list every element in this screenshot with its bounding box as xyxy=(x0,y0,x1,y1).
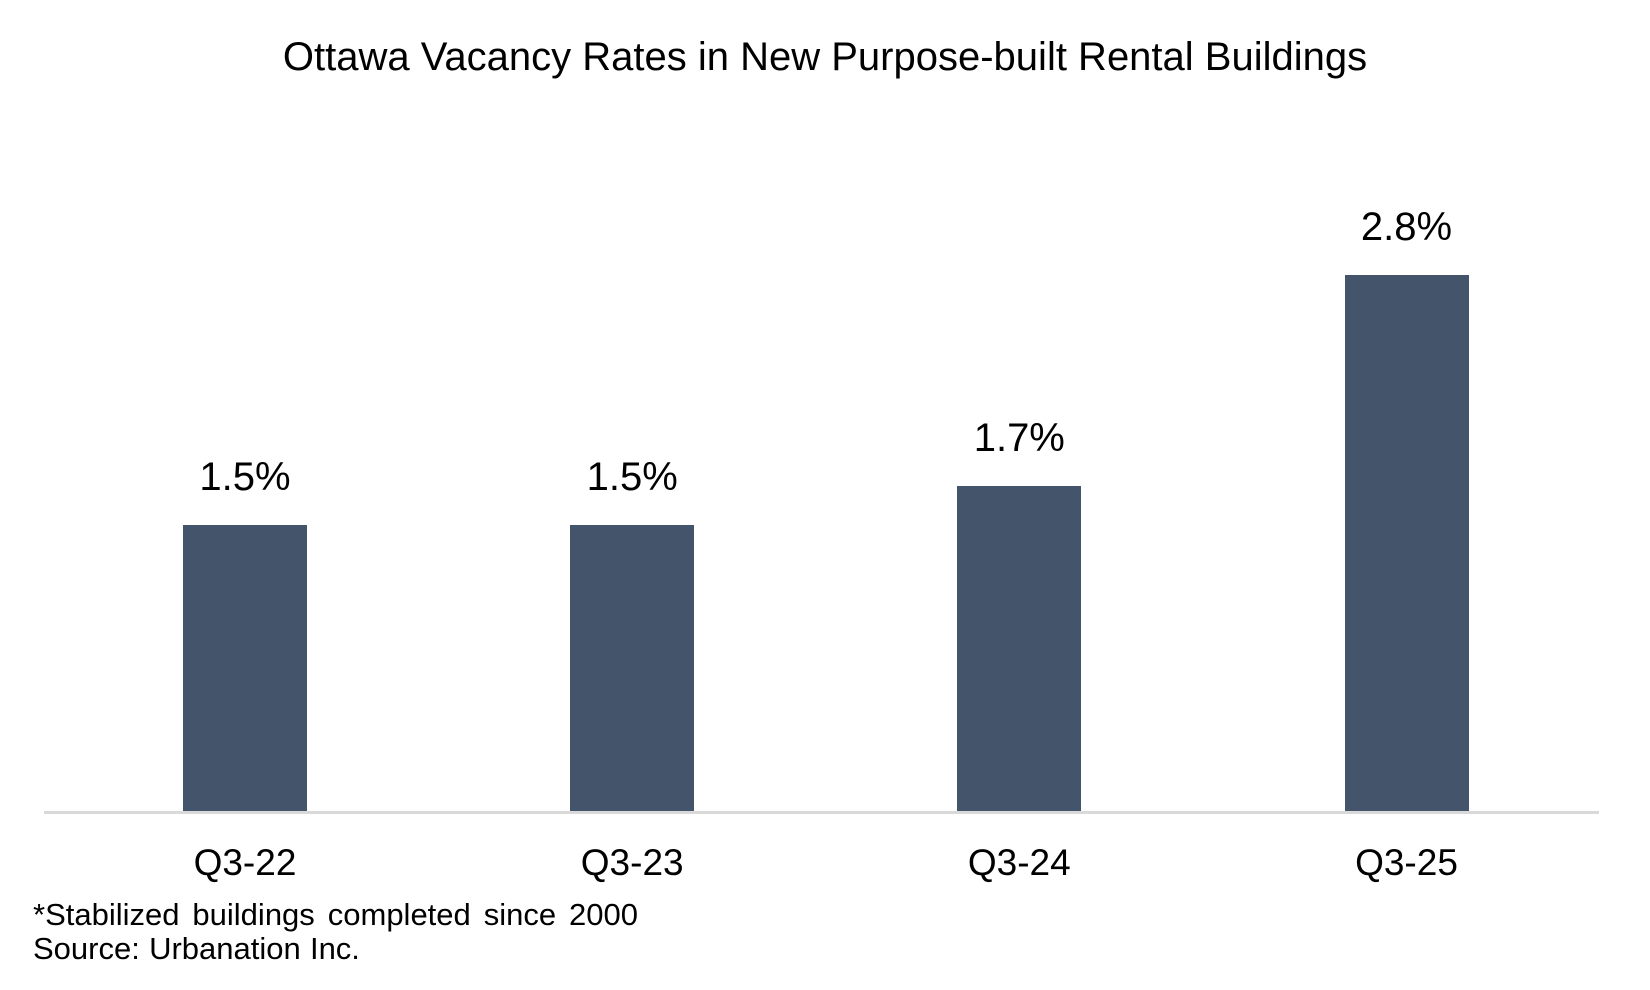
bar-Q3-25 xyxy=(1344,275,1469,813)
value-label-Q3-24: 1.7% xyxy=(973,416,1065,460)
footnote-stabilized-buildings: *Stabilized buildings completed since 20… xyxy=(33,897,639,932)
value-label-Q3-25: 2.8% xyxy=(1360,205,1453,249)
x-axis-label-Q3-25: Q3-25 xyxy=(1355,842,1458,883)
bar-Q3-23 xyxy=(570,525,695,813)
bar-Q3-22 xyxy=(183,525,307,813)
x-axis-label-Q3-22: Q3-22 xyxy=(193,842,297,883)
x-axis-label-Q3-24: Q3-24 xyxy=(967,842,1071,883)
chart-title: Ottawa Vacancy Rates in New Purpose-buil… xyxy=(282,35,1368,79)
x-axis-line xyxy=(44,811,1599,814)
source-attribution: Source: Urbanation Inc. xyxy=(33,931,360,966)
chart-footnotes: *Stabilized buildings completed since 20… xyxy=(33,898,638,966)
value-label-Q3-22: 1.5% xyxy=(199,455,291,499)
x-axis-label-Q3-23: Q3-23 xyxy=(580,842,684,883)
value-label-Q3-23: 1.5% xyxy=(586,455,678,499)
bar-Q3-24 xyxy=(957,486,1082,813)
